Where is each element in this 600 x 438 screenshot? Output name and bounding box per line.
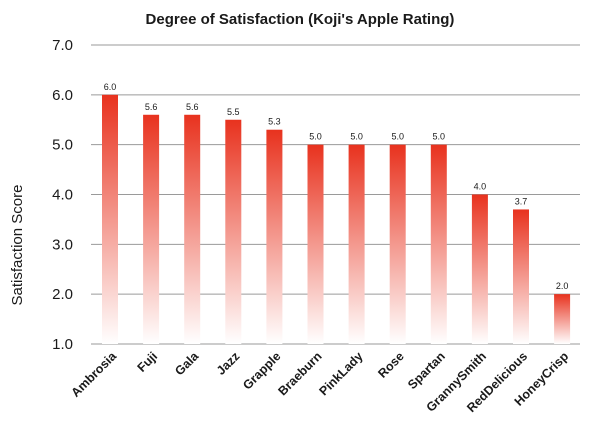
bar — [348, 144, 365, 344]
data-label: 5.0 — [350, 132, 363, 142]
bar — [225, 119, 242, 344]
data-label: 5.5 — [227, 107, 240, 117]
bar — [389, 144, 406, 344]
bar — [513, 209, 529, 344]
bar — [143, 114, 160, 345]
y-tick-label: 4.0 — [52, 187, 73, 204]
data-label: 5.6 — [186, 102, 199, 112]
data-label: 6.0 — [104, 82, 117, 92]
x-tick-label: Gala — [172, 348, 202, 378]
data-label: 5.3 — [268, 117, 281, 127]
data-labels: 6.0 5.6 5.6 5.5 5.3 5.0 5.0 5.0 5.0 4.0 3.7 2.0 — [104, 82, 569, 291]
x-tick-label: PinkLady — [317, 349, 366, 398]
x-tick-label: Braeburn — [275, 349, 324, 398]
bar — [102, 94, 118, 344]
bar — [184, 114, 201, 345]
x-tick-label: Fuji — [135, 349, 161, 375]
x-tick-label: Jazz — [214, 349, 243, 378]
bar — [554, 294, 571, 344]
x-tick-label: Ambrosia — [68, 348, 119, 399]
y-axis-label: Satisfaction Score — [9, 185, 26, 306]
y-axis-ticks: 1.0 2.0 3.0 4.0 5.0 6.0 7.0 — [52, 37, 73, 353]
y-tick-label: 2.0 — [52, 286, 73, 303]
bar — [307, 144, 324, 344]
data-label: 5.0 — [309, 132, 322, 142]
data-label: 5.0 — [433, 132, 446, 142]
data-label: 4.0 — [474, 182, 487, 192]
bar — [471, 194, 488, 344]
x-tick-label: Rose — [375, 349, 407, 381]
data-label: 5.0 — [391, 132, 404, 142]
data-label: 5.6 — [145, 102, 158, 112]
x-axis-ticks: Ambrosia Fuji Gala JazzGrappleBraeburnPinkL… — [68, 348, 571, 415]
y-tick-label: 6.0 — [52, 87, 73, 104]
chart-title: Degree of Satisfaction (Koji's Apple Rat… — [146, 11, 455, 28]
bars — [102, 94, 571, 345]
y-tick-label: 5.0 — [52, 137, 73, 154]
data-label: 3.7 — [515, 196, 528, 206]
y-tick-label: 7.0 — [52, 37, 73, 54]
data-label: 2.0 — [556, 281, 569, 291]
bar — [430, 144, 447, 344]
gridlines — [91, 44, 580, 345]
y-tick-label: 1.0 — [52, 336, 73, 353]
y-tick-label: 3.0 — [52, 236, 73, 253]
bar — [266, 129, 283, 344]
